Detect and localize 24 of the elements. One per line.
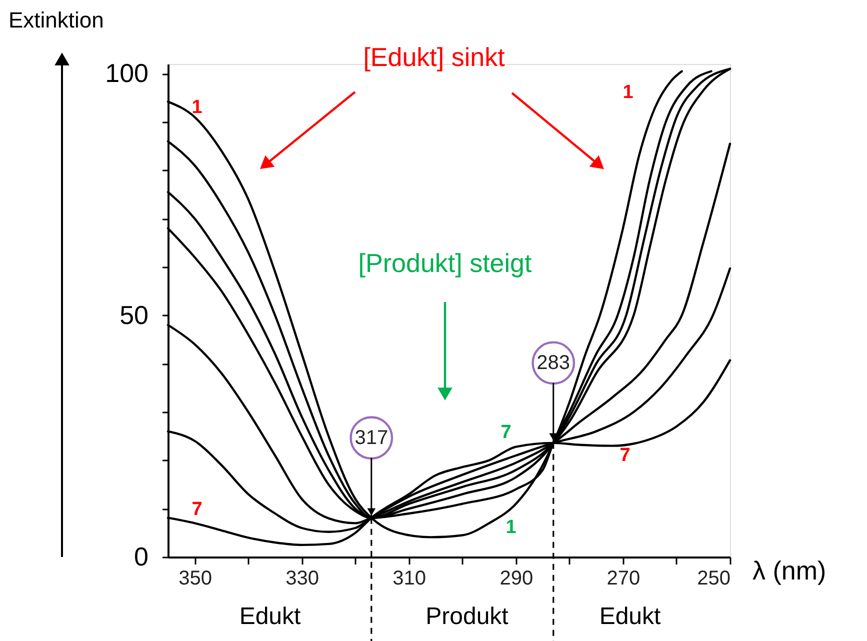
annotation: 1 xyxy=(622,82,634,103)
x-tick-label: 350 xyxy=(178,568,212,590)
annotation: 317 xyxy=(354,426,388,449)
y-tick-label: 0 xyxy=(134,542,148,572)
y-tick-label: 50 xyxy=(120,300,148,330)
annotation: 1 xyxy=(192,97,203,118)
x-tick-label: 270 xyxy=(606,568,640,590)
text: Produkt xyxy=(426,603,509,630)
x-tick-label: 250 xyxy=(697,568,730,590)
x-axis-title: λ (nm) xyxy=(752,556,826,586)
annotation: [Edukt] sinkt xyxy=(363,42,506,72)
annotation: 7 xyxy=(500,422,512,443)
annotation: 283 xyxy=(536,352,570,374)
annotation: 7 xyxy=(620,445,630,466)
text: Edukt xyxy=(599,603,662,630)
y-axis-title: Extinktion xyxy=(8,8,104,32)
x-tick-label: 330 xyxy=(286,568,319,590)
x-tick-label: 290 xyxy=(500,568,534,590)
annotation: 7 xyxy=(192,499,202,520)
annotation: [Produkt] steigt xyxy=(358,248,532,278)
text: Edukt xyxy=(239,603,302,630)
annotation: 1 xyxy=(506,517,517,538)
y-tick-label: 100 xyxy=(105,58,148,88)
x-tick-label: 310 xyxy=(392,568,426,590)
